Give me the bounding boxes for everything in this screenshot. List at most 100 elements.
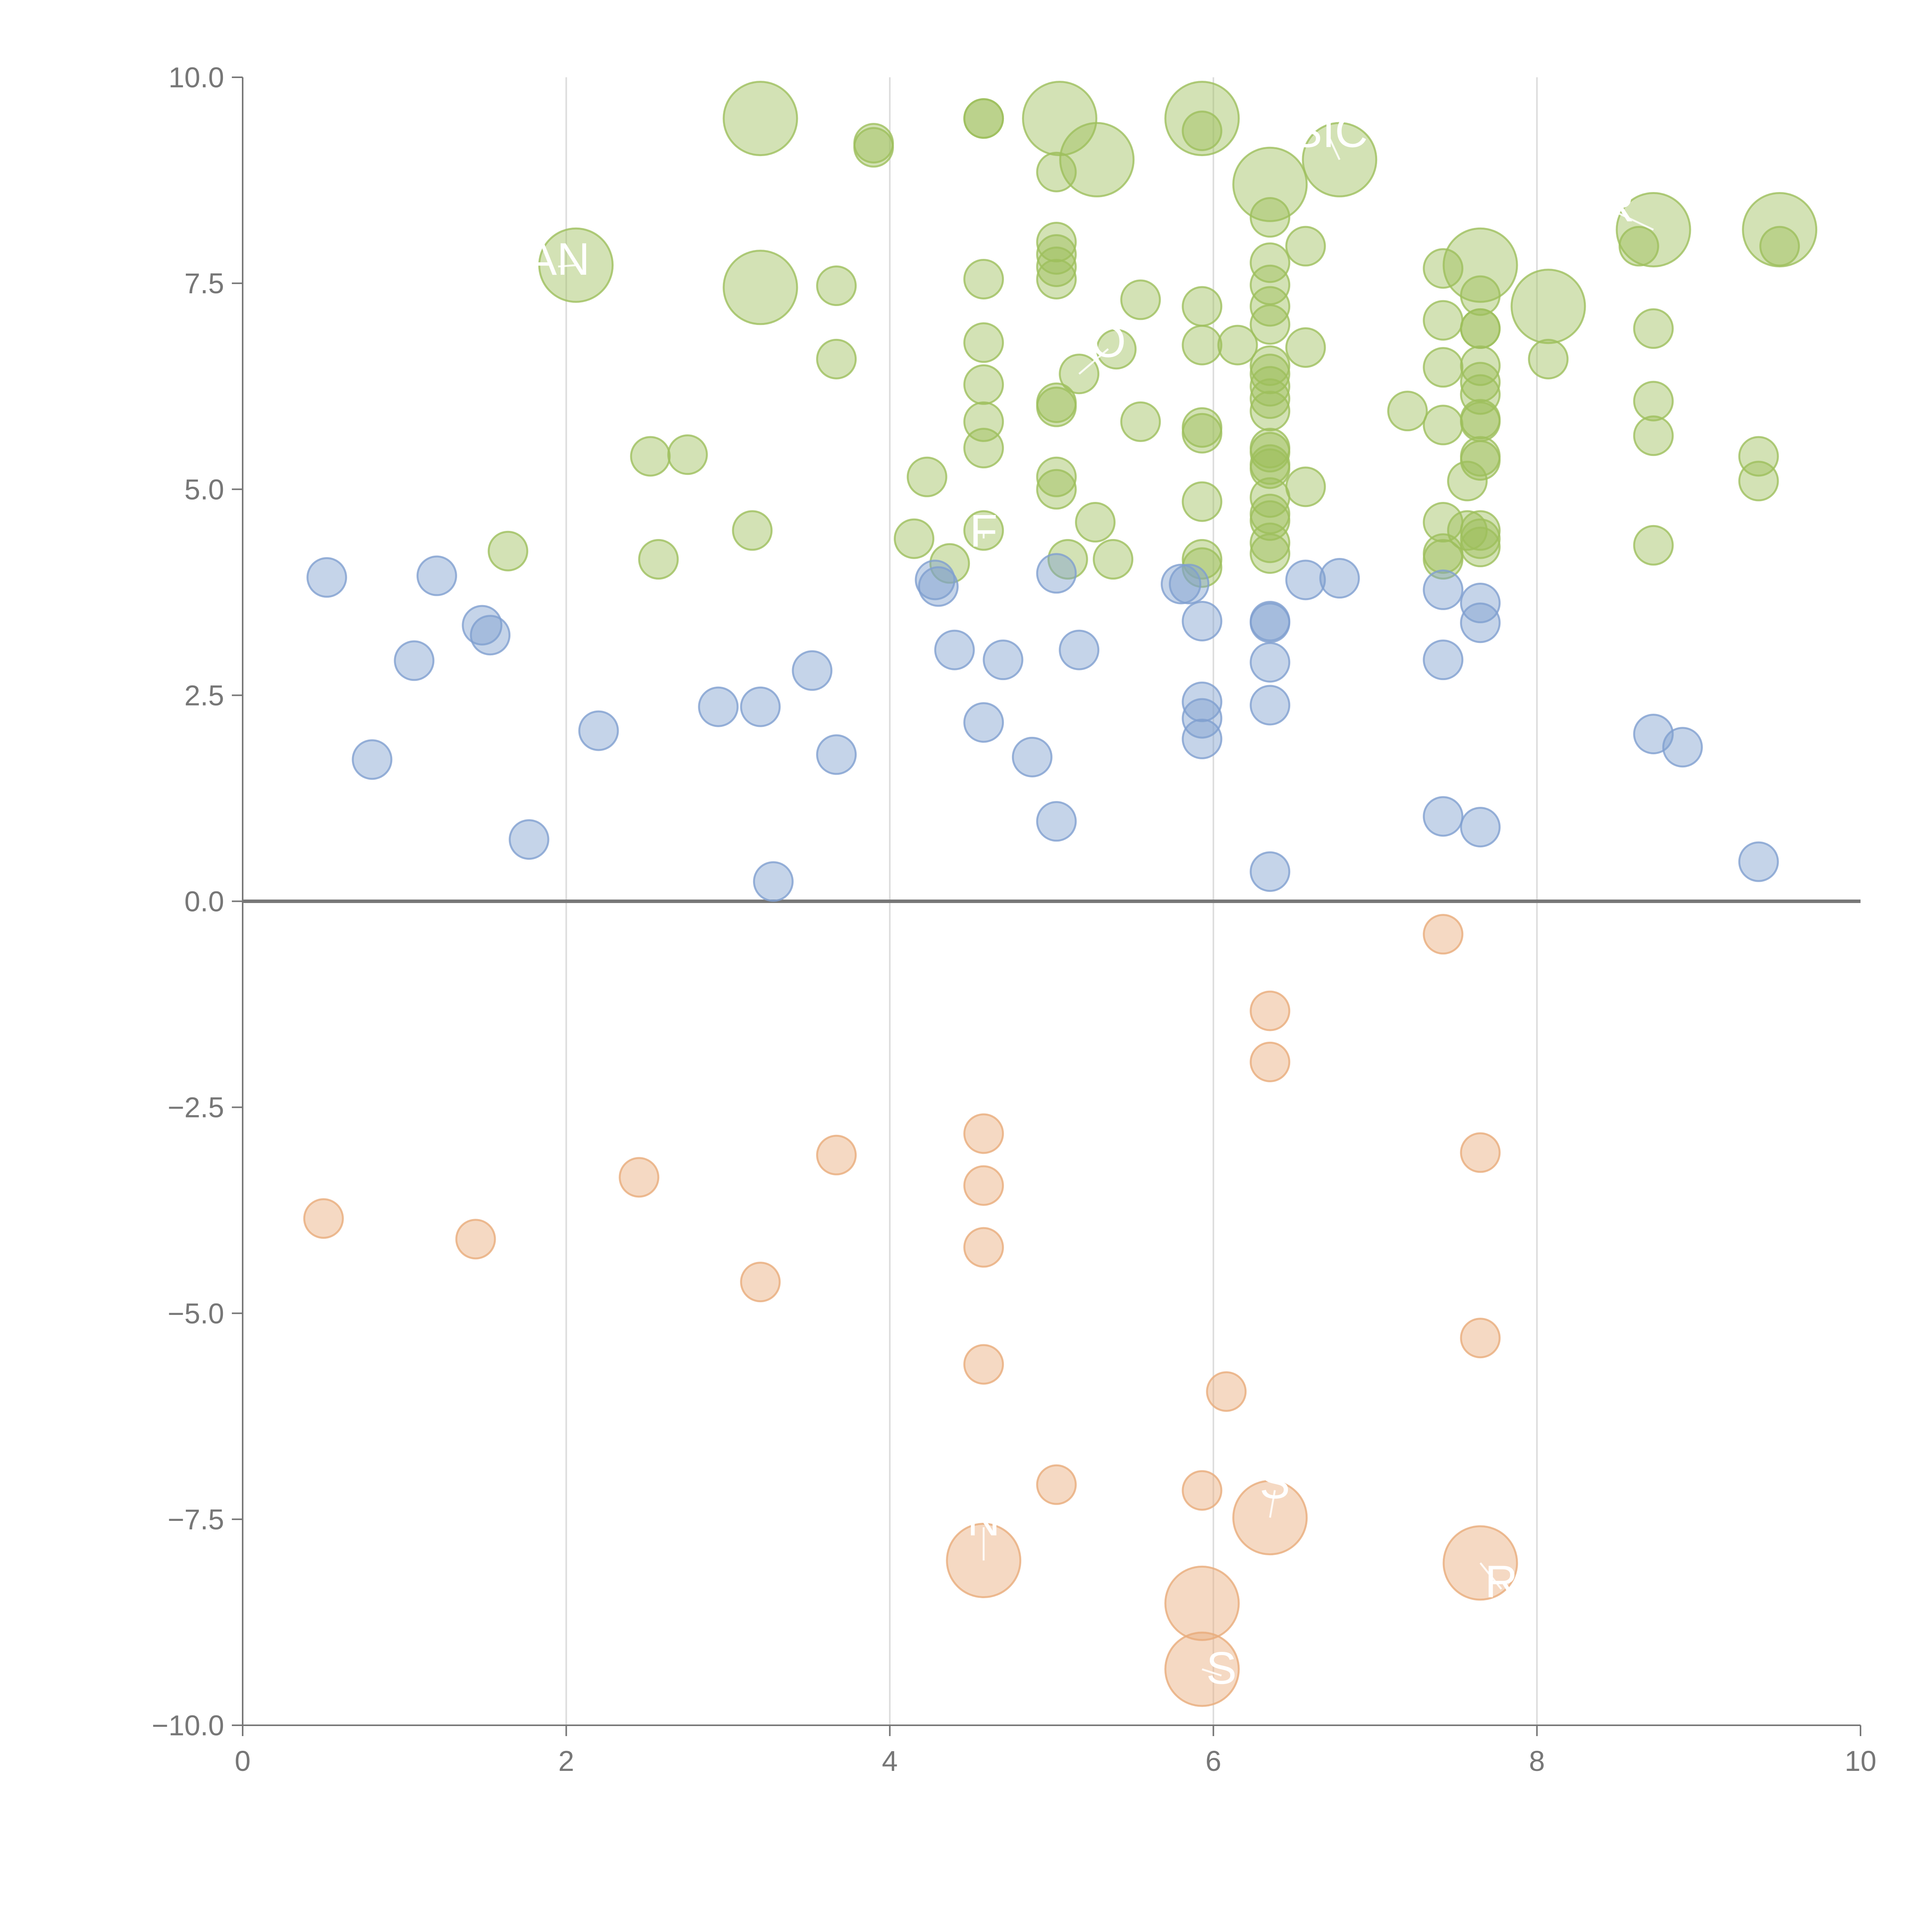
bubble-high <box>816 265 857 306</box>
bubble-high <box>1423 248 1464 289</box>
bubble-high <box>853 127 894 168</box>
bubble-high <box>1387 391 1428 432</box>
bubble-high <box>1250 432 1291 473</box>
bubble-mid <box>918 566 959 607</box>
x-tick-label: 4 <box>882 1745 898 1777</box>
bubble-high <box>1460 527 1501 568</box>
bubble-high <box>1036 259 1077 299</box>
bubble-low <box>1164 1565 1240 1641</box>
bubble-high <box>1250 448 1291 489</box>
bubble-high <box>1036 456 1077 497</box>
bubble-high <box>1618 226 1659 267</box>
bubble-label: SIC <box>1292 106 1368 157</box>
bubble-high <box>1633 415 1674 456</box>
bubble-label: S <box>1260 1458 1290 1509</box>
bubble-high <box>723 250 798 325</box>
bubble-high <box>1285 466 1326 507</box>
bubble-mid <box>1738 841 1779 882</box>
bubble-low <box>963 1344 1004 1385</box>
y-tick-label: 10.0 <box>168 61 224 94</box>
bubble-high <box>1447 461 1488 502</box>
bubble-low <box>816 1134 857 1175</box>
bubble-high <box>816 338 857 379</box>
bubble-high <box>906 456 947 497</box>
bubble-high <box>1250 500 1291 541</box>
y-tick-label: 5.0 <box>184 473 224 505</box>
x-tick-label: 10 <box>1845 1745 1876 1777</box>
bubble-mid <box>306 557 347 598</box>
bubble-label: R <box>1485 1556 1518 1607</box>
bubble-mid <box>963 702 1004 743</box>
bubble-high <box>1182 481 1223 522</box>
bubble-high <box>1250 242 1291 283</box>
x-tick-label: 2 <box>558 1745 574 1777</box>
bubble-mid <box>470 615 511 656</box>
bubble-high <box>963 98 1004 139</box>
bubble-high <box>1093 539 1134 580</box>
bubble-mid <box>1285 560 1326 600</box>
bubble-low <box>740 1262 781 1303</box>
bubble-mid <box>1182 698 1223 739</box>
bubble-high <box>1460 275 1501 316</box>
bubble-high <box>1036 234 1077 275</box>
x-tick-label: 0 <box>235 1745 250 1777</box>
bubble-high <box>630 436 671 477</box>
bubble-mid <box>915 560 956 600</box>
bubble-label: R <box>1601 180 1634 231</box>
bubble-mid <box>1250 685 1291 726</box>
bubbles <box>303 81 1818 1707</box>
bubble-high <box>1250 345 1291 386</box>
bubble-low <box>303 1198 344 1239</box>
bubble-high <box>1120 279 1161 320</box>
bubble-high <box>1047 539 1088 580</box>
bubble-high <box>1250 286 1291 327</box>
bubble-high <box>638 539 679 580</box>
bubble-high <box>1217 325 1258 366</box>
label-leader-line <box>1617 212 1654 231</box>
bubble-label: S <box>1206 1643 1237 1694</box>
bubble-high <box>1460 401 1501 442</box>
bubble-mid <box>740 686 781 727</box>
bubble-mid <box>394 640 435 681</box>
bubble-high <box>1250 366 1291 407</box>
bubble-high <box>1059 122 1135 197</box>
bubble-mid <box>1460 602 1501 643</box>
bubble-high <box>1182 413 1223 454</box>
bubble-mid <box>1168 563 1209 604</box>
bubble-high <box>1460 510 1501 551</box>
bubble-mid <box>983 639 1024 680</box>
bubble-high <box>1285 327 1326 368</box>
bubble-high <box>1250 354 1291 395</box>
bubble-mid <box>1012 736 1053 777</box>
bubble-low <box>1460 1132 1501 1173</box>
bubble-mid <box>1662 727 1703 768</box>
y-tick-label: 7.5 <box>184 267 224 299</box>
bubble-high <box>1285 226 1326 267</box>
bubble-high <box>1182 286 1223 327</box>
bubble-low <box>963 1113 1004 1154</box>
bubble-high <box>1036 222 1077 262</box>
bubble-high <box>1460 440 1501 481</box>
bubble-high <box>1759 226 1800 267</box>
bubble-high <box>1036 386 1077 427</box>
bubble-high <box>1120 401 1161 442</box>
bubble-mid <box>1423 569 1464 610</box>
y-tick-label: −5.0 <box>168 1298 224 1330</box>
bubble-high <box>1182 325 1223 366</box>
label-leader-line <box>1269 1490 1276 1518</box>
bubble-high <box>929 543 970 584</box>
bubble-high <box>963 322 1004 363</box>
y-tick-label: 0.0 <box>184 886 224 918</box>
bubble-high <box>1423 347 1464 388</box>
bubble-labels: AN SIC R O F N S R S <box>527 106 1654 1694</box>
bubble-mid <box>1182 600 1223 641</box>
bubble-mid <box>698 686 739 727</box>
bubble-high <box>1250 304 1291 345</box>
y-tick-label: −10.0 <box>152 1709 224 1742</box>
bubble-high <box>1423 405 1464 446</box>
bubble-high <box>1633 525 1674 566</box>
bubble-high <box>732 510 773 551</box>
bubble-high <box>723 81 798 156</box>
bubble-label: N <box>967 1495 1000 1546</box>
bubble-mid <box>934 629 975 670</box>
